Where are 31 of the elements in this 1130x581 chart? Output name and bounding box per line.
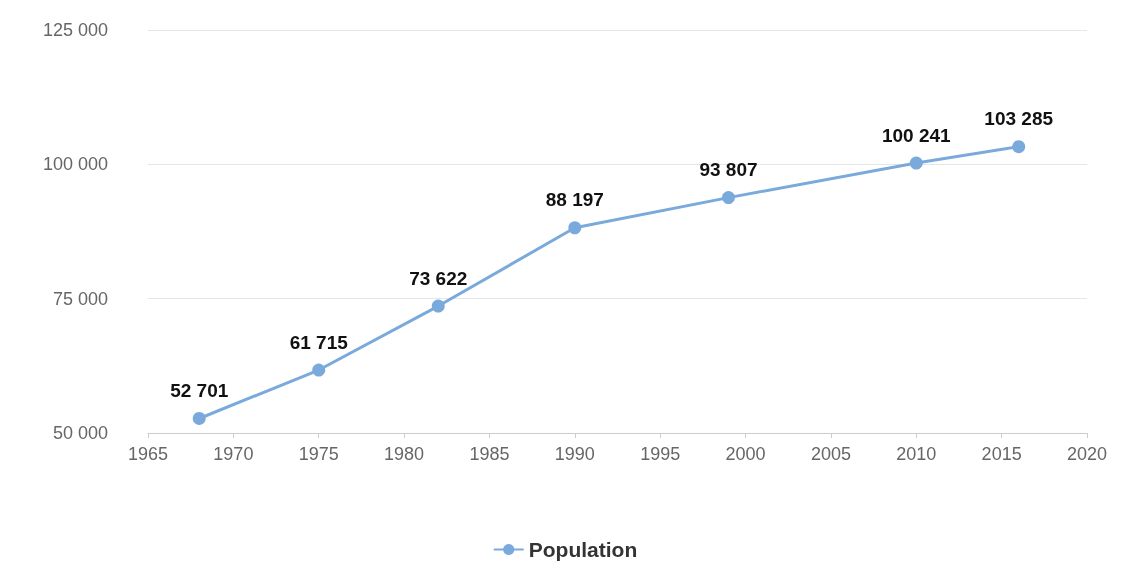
point	[431, 299, 445, 313]
data-label: 93 807	[699, 159, 758, 181]
x-tick-label: 1975	[298, 444, 339, 464]
x-tick-label: 2015	[981, 444, 1022, 464]
x-tick-label: 1980	[384, 444, 425, 464]
x-tick-label: 2005	[810, 444, 851, 464]
x-tick-label: 1990	[554, 444, 595, 464]
data-label: 52 701	[170, 379, 229, 401]
x-tick-label: 2010	[896, 444, 937, 464]
data-label: 88 197	[545, 189, 604, 211]
point	[721, 191, 735, 205]
y-tick-label: 100 000	[42, 154, 108, 175]
y-tick-label: 125 000	[42, 20, 108, 40]
y-tick-label: 50 000	[52, 423, 108, 443]
point	[312, 363, 326, 377]
data-label: 103 285	[984, 108, 1054, 130]
x-tick-label: 1995	[640, 444, 681, 464]
legend-label: Population	[528, 538, 638, 561]
x-tick-label: 2020	[1066, 444, 1108, 464]
y-tick-label: 75 000	[52, 288, 108, 309]
point	[1012, 140, 1026, 154]
point	[568, 221, 582, 235]
point	[909, 156, 923, 170]
x-tick-label: 1970	[213, 444, 254, 464]
data-label: 100 241	[881, 124, 952, 146]
data-label: 61 715	[289, 331, 349, 353]
x-tick-label: 1985	[469, 444, 510, 464]
point	[192, 411, 206, 425]
x-tick-label: 1965	[127, 444, 169, 464]
data-label: 73 622	[409, 267, 468, 289]
x-tick-label: 2000	[725, 444, 766, 464]
